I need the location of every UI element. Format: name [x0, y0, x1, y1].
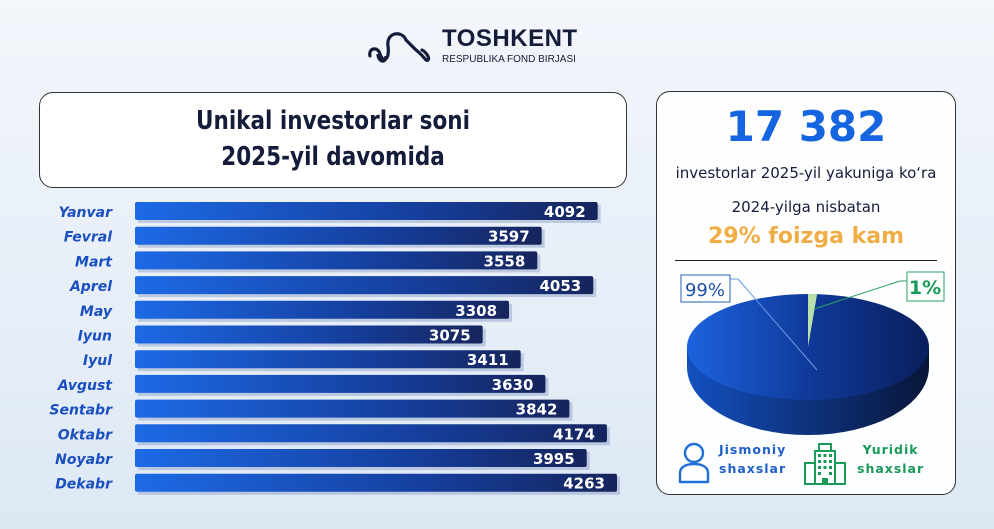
category-label: Iyun — [78, 329, 112, 345]
category-label: Sentabr — [49, 403, 113, 419]
legend-yuridik-line1: Yuridik — [862, 442, 919, 457]
category-label: Mart — [75, 254, 113, 270]
summary-change: 29% foizga kam — [707, 224, 904, 249]
value-label: 3308 — [455, 302, 497, 320]
bar-mart — [135, 251, 538, 270]
logo-title: TOSHKENT — [442, 25, 578, 52]
total-investors: 17 382 — [725, 102, 887, 151]
bar-fevral — [135, 226, 542, 245]
summary-line1: investorlar 2025-yil yakuniga ko‘ra — [675, 164, 937, 182]
bar-avgust — [135, 374, 546, 393]
value-label: 3558 — [484, 252, 526, 270]
legend-jismoniy: Jismoniy shaxslar — [719, 440, 786, 478]
value-label: 3597 — [488, 228, 530, 246]
summary-line2: 2024-yilga nisbatan — [731, 198, 881, 216]
pie-label-1: 1% — [909, 277, 941, 299]
legend-jismoniy-line2: shaxslar — [719, 461, 787, 476]
bar-oktabr — [135, 424, 607, 443]
logo-icon — [368, 32, 431, 63]
divider — [675, 260, 937, 261]
bar-may — [135, 300, 510, 319]
bar-iyun — [135, 325, 483, 344]
bar-iyul — [135, 350, 521, 369]
chart-title-line2: 2025-yil davomida — [221, 142, 445, 172]
value-label: 4092 — [544, 203, 586, 221]
legend-jismoniy-line1: Jismoniy — [719, 442, 787, 457]
chart-title-box: Unikal investorlar soni 2025-yil davomid… — [39, 92, 627, 188]
category-label: Oktabr — [58, 427, 113, 443]
bar-sentabr — [135, 399, 570, 418]
bar-chart: Yanvar 4092 Fevral 3597 Mart 3558 Aprel 4053 May… — [49, 202, 620, 495]
pie-slice-yuridik — [808, 294, 818, 347]
value-label: 3842 — [516, 401, 558, 419]
bar-dekabr — [135, 473, 617, 492]
legend-yuridik: Yuridik shaxslar — [857, 440, 924, 478]
summary-panel: 17 382 investorlar 2025-yil yakuniga ko‘… — [656, 91, 956, 495]
category-label: Noyabr — [55, 452, 113, 468]
category-label: May — [80, 304, 113, 320]
value-label: 3411 — [467, 351, 509, 369]
value-label: 3075 — [429, 327, 471, 345]
bar-yanvar — [135, 202, 598, 220]
pie-label-99: 99% — [685, 280, 725, 301]
chart-title-line1: Unikal investorlar soni — [196, 106, 470, 136]
value-label: 4263 — [563, 475, 605, 493]
pie-chart: 99% 1% — [680, 271, 945, 435]
logo: TOSHKENT RESPUBLIKA FOND BIRJASI — [366, 26, 578, 66]
value-label: 4174 — [553, 425, 595, 443]
person-icon — [678, 442, 710, 484]
legend-yuridik-line2: shaxslar — [857, 461, 925, 476]
logo-subtitle: RESPUBLIKA FOND BIRJASI — [442, 54, 576, 65]
bar-aprel — [135, 276, 594, 295]
category-label: Iyul — [83, 353, 112, 369]
building-icon — [804, 443, 846, 485]
bar-noyabr — [135, 449, 587, 467]
category-label: Fevral — [64, 230, 112, 246]
value-label: 4053 — [540, 277, 582, 295]
value-label: 3630 — [492, 376, 534, 394]
value-label: 3995 — [533, 450, 575, 468]
category-label: Yanvar — [59, 205, 113, 221]
category-label: Dekabr — [55, 477, 113, 493]
category-label: Aprel — [69, 279, 112, 295]
category-label: Avgust — [57, 378, 114, 394]
